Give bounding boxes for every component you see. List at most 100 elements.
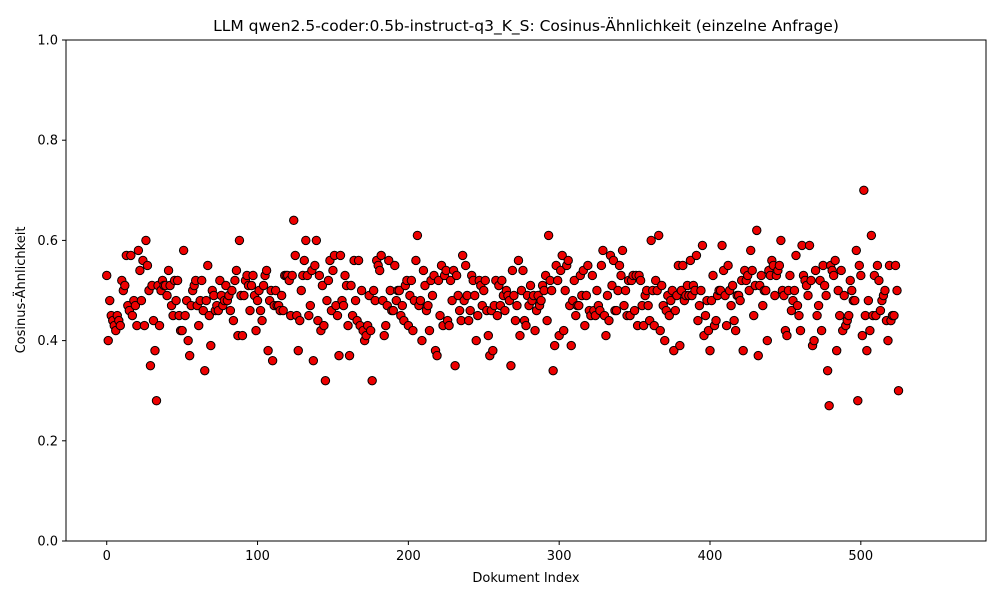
data-point — [851, 245, 861, 256]
data-point — [611, 305, 622, 316]
data-point — [571, 310, 581, 321]
data-point — [390, 260, 400, 271]
data-point — [708, 270, 718, 281]
data-point — [660, 335, 670, 346]
data-point — [761, 285, 771, 296]
data-point — [289, 215, 299, 226]
data-point — [596, 260, 607, 271]
data-point — [163, 265, 174, 276]
data-point — [614, 260, 625, 271]
data-point — [246, 280, 257, 291]
data-point — [804, 240, 815, 251]
data-point — [356, 285, 367, 296]
data-point — [151, 396, 162, 406]
data-point — [711, 315, 721, 326]
data-point — [162, 290, 172, 301]
data-point — [313, 315, 323, 326]
data-point — [480, 275, 490, 286]
data-point — [230, 275, 240, 286]
data-point — [228, 315, 239, 326]
data-point — [892, 285, 902, 296]
data-point — [135, 265, 145, 276]
data-point — [323, 275, 334, 286]
data-point — [566, 340, 576, 351]
data-point — [172, 275, 183, 286]
data-point — [257, 315, 267, 326]
data-point — [418, 265, 429, 276]
data-point — [746, 245, 756, 256]
data-point — [756, 270, 766, 281]
data-point — [730, 325, 741, 336]
data-point — [726, 300, 736, 311]
data-point — [883, 335, 893, 346]
data-point — [252, 295, 263, 306]
data-point — [847, 285, 857, 296]
data-point — [251, 325, 261, 336]
data-point — [643, 300, 653, 311]
data-point — [338, 300, 349, 311]
data-point — [295, 315, 305, 326]
data-point — [350, 295, 361, 306]
data-point — [696, 285, 706, 296]
data-point — [178, 245, 189, 256]
data-point — [103, 335, 113, 346]
y-tick-label: 0.2 — [37, 434, 58, 449]
data-point — [789, 285, 800, 296]
data-point — [794, 310, 804, 321]
data-point — [204, 310, 214, 321]
data-point — [197, 275, 207, 286]
data-point — [460, 260, 471, 271]
data-point — [853, 396, 863, 406]
data-point — [836, 265, 846, 276]
data-point — [367, 375, 377, 386]
data-point — [255, 305, 266, 316]
data-point — [854, 260, 865, 271]
data-point — [317, 280, 328, 291]
data-point — [691, 250, 702, 261]
data-point — [782, 330, 792, 341]
data-point — [620, 285, 631, 296]
data-point — [432, 350, 442, 361]
data-point — [592, 285, 602, 296]
data-point — [700, 310, 711, 321]
data-point — [270, 285, 281, 296]
data-point — [880, 285, 890, 296]
data-point — [290, 250, 300, 261]
x-tick-label: 500 — [848, 549, 873, 564]
y-axis-label: Cosinus-Ähnlichkeit — [13, 227, 29, 354]
data-point — [433, 275, 444, 286]
data-point — [866, 230, 877, 241]
data-point — [812, 310, 822, 321]
data-point — [507, 265, 518, 276]
data-points — [102, 185, 904, 411]
data-point — [344, 350, 355, 361]
data-point — [638, 320, 649, 331]
data-point — [563, 255, 573, 266]
data-point — [248, 270, 258, 281]
data-point — [857, 330, 868, 341]
data-point — [786, 305, 797, 316]
data-point — [890, 260, 901, 271]
data-point — [120, 280, 130, 291]
data-point — [607, 280, 617, 291]
data-point — [105, 295, 115, 306]
data-point — [483, 330, 493, 341]
data-point — [604, 315, 614, 326]
data-point — [365, 325, 376, 336]
data-point — [727, 280, 738, 291]
data-point — [678, 260, 688, 271]
data-point — [203, 260, 213, 271]
data-point — [753, 350, 763, 361]
data-point — [859, 185, 869, 196]
data-point — [602, 290, 613, 301]
data-point — [752, 225, 762, 236]
x-axis-ticks: 0 100 200 300 400 500 — [103, 541, 873, 564]
data-point — [311, 235, 322, 246]
data-point — [381, 320, 391, 331]
data-point — [471, 335, 481, 346]
data-point — [427, 290, 438, 301]
data-point — [744, 285, 754, 296]
data-point — [512, 300, 522, 311]
data-point — [706, 295, 717, 306]
data-point — [521, 320, 531, 331]
